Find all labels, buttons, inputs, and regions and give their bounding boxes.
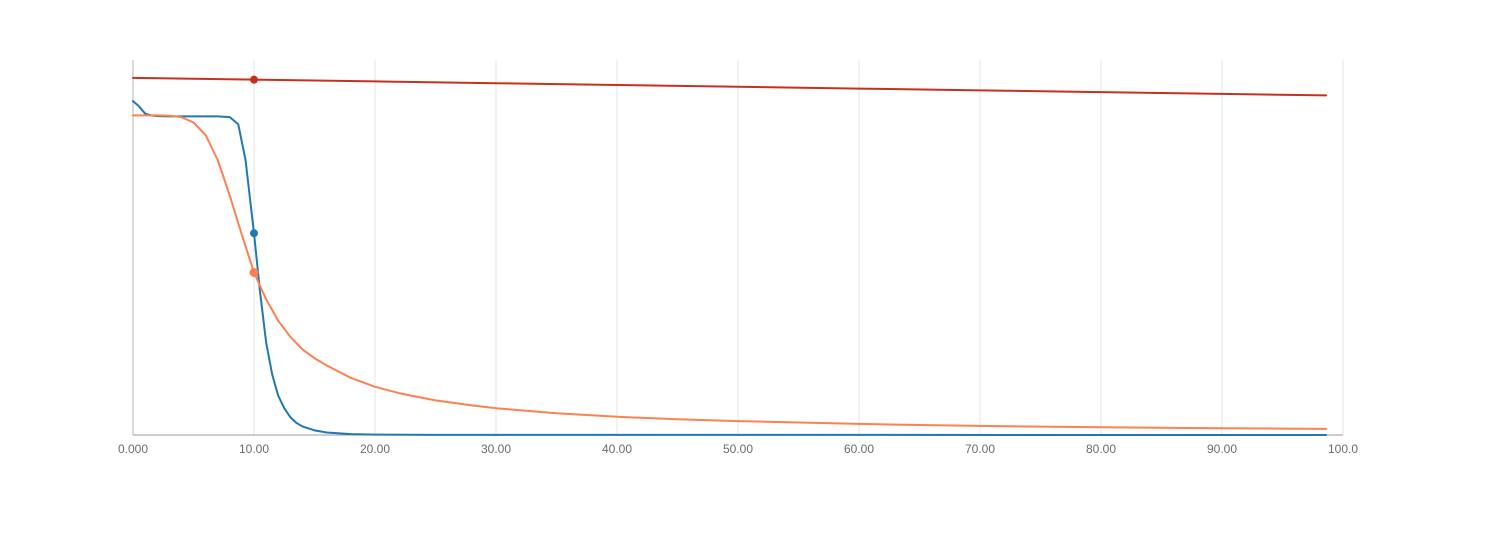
x-tick-label: 90.00 bbox=[1207, 442, 1237, 456]
x-tick-label: 100.0 bbox=[1328, 442, 1358, 456]
x-tick-label: 30.00 bbox=[481, 442, 511, 456]
line-chart: 0.000 10.00 20.00 30.00 40.00 50.00 60.00 70.00… bbox=[0, 0, 1500, 550]
x-tick-label: 60.00 bbox=[844, 442, 874, 456]
x-tick-label: 70.00 bbox=[965, 442, 995, 456]
x-tick-label: 50.00 bbox=[723, 442, 753, 456]
series-orange-marker bbox=[250, 268, 259, 277]
x-tick-label: 80.00 bbox=[1086, 442, 1116, 456]
x-tick-label: 0.000 bbox=[118, 442, 148, 456]
x-tick-label: 10.00 bbox=[239, 442, 269, 456]
chart-svg: 0.000 10.00 20.00 30.00 40.00 50.00 60.00 70.00… bbox=[0, 0, 1500, 550]
x-tick-label: 20.00 bbox=[360, 442, 390, 456]
x-tick-label: 40.00 bbox=[602, 442, 632, 456]
series-red-marker bbox=[250, 76, 258, 84]
series-blue-marker bbox=[250, 229, 258, 237]
